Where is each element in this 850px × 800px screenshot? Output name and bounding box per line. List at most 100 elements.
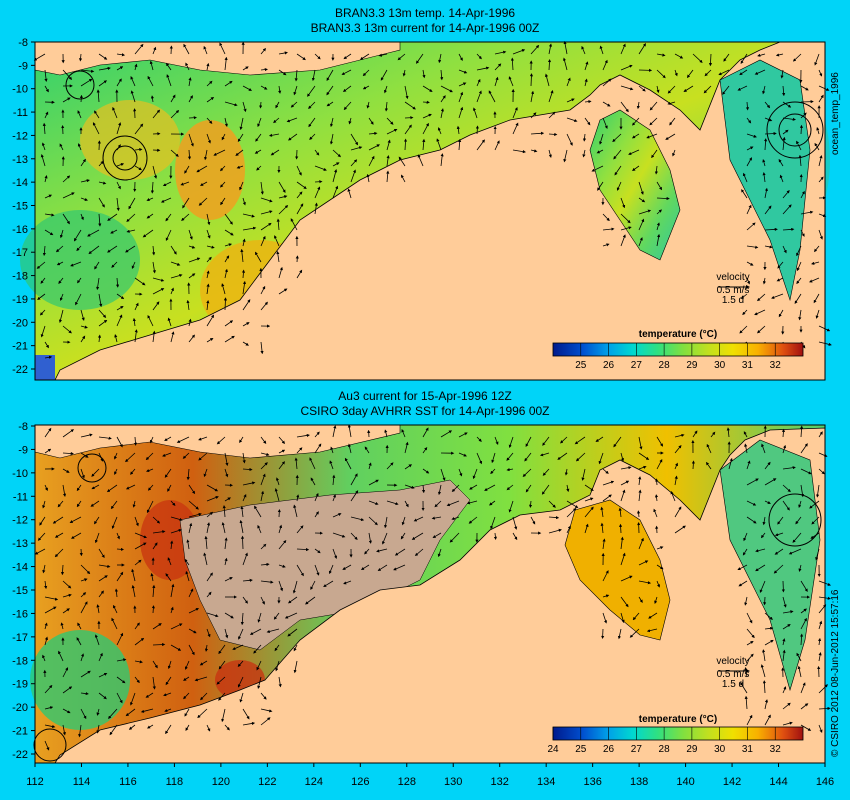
- current-arrow: [773, 564, 784, 574]
- current-arrow: [741, 189, 748, 199]
- top-north-islands: [34, 41, 401, 76]
- current-arrow: [278, 85, 282, 94]
- current-arrow: [62, 69, 73, 80]
- current-arrow: [134, 329, 138, 343]
- current-arrow: [667, 85, 676, 94]
- top-velocity-days: 1.5 d: [722, 295, 744, 306]
- current-arrow: [777, 516, 784, 525]
- current-arrow: [184, 558, 190, 566]
- current-arrow: [107, 213, 118, 221]
- current-arrow: [254, 149, 262, 154]
- current-arrow: [170, 245, 177, 255]
- current-arrow: [596, 149, 604, 154]
- current-arrow: [584, 117, 591, 126]
- current-arrow: [800, 85, 809, 91]
- current-arrow: [239, 117, 244, 131]
- current-arrow: [800, 468, 812, 475]
- current-arrow: [296, 525, 304, 534]
- bottom-eddy-circle-3: [768, 493, 822, 547]
- current-arrow: [600, 506, 604, 518]
- current-arrow: [284, 612, 298, 619]
- bottom-map-panel: velocity 0.5 m/s 1.5 d temperature (°C) …: [30, 424, 831, 764]
- current-arrow: [764, 639, 774, 646]
- current-arrow: [323, 580, 334, 588]
- current-arrow: [764, 612, 773, 620]
- current-arrow: [224, 724, 230, 731]
- current-arrow: [41, 142, 46, 151]
- current-arrow: [653, 508, 658, 518]
- current-arrow: [75, 293, 82, 306]
- current-arrow: [152, 277, 165, 282]
- current-arrow: [98, 66, 111, 71]
- current-arrow: [278, 51, 288, 55]
- current-arrow: [350, 159, 358, 167]
- current-arrow: [116, 532, 120, 540]
- current-arrow: [98, 80, 108, 87]
- current-arrow: [76, 500, 82, 508]
- current-arrow: [116, 692, 123, 704]
- current-arrow: [544, 73, 550, 87]
- current-arrow: [116, 293, 125, 300]
- current-arrow: [42, 564, 46, 574]
- current-arrow: [740, 53, 748, 64]
- current-arrow: [260, 301, 268, 311]
- current-arrow: [494, 436, 499, 445]
- bottom-cbar-tick-label: 29: [686, 744, 698, 755]
- top-cbar-tick-label: 32: [770, 360, 782, 371]
- current-arrow: [656, 85, 660, 94]
- top-side-label: ocean_temp_1996: [830, 72, 841, 155]
- current-arrow: [206, 511, 214, 518]
- current-arrow: [530, 131, 545, 135]
- current-arrow: [629, 628, 640, 638]
- current-arrow: [638, 476, 642, 486]
- bottom-velocity-scale: 0.5 m/s: [717, 669, 750, 680]
- current-arrow: [224, 268, 228, 279]
- current-arrow: [109, 724, 118, 736]
- current-arrow: [149, 436, 154, 444]
- current-arrow: [422, 468, 430, 474]
- current-arrow: [62, 192, 75, 199]
- current-arrow: [476, 139, 485, 151]
- current-arrow: [813, 245, 820, 253]
- current-arrow: [566, 500, 579, 509]
- current-arrow: [620, 489, 626, 502]
- current-arrow: [206, 256, 212, 263]
- current-arrow: [134, 542, 147, 550]
- current-arrow: [80, 197, 89, 201]
- current-arrow: [440, 95, 446, 103]
- current-arrow: [290, 101, 298, 108]
- current-arrow: [242, 552, 248, 566]
- current-arrow: [584, 506, 594, 518]
- x-tick-label: 132: [491, 776, 509, 788]
- current-arrow: [620, 43, 626, 55]
- current-arrow: [98, 590, 104, 598]
- current-arrow: [548, 89, 554, 103]
- current-arrow: [386, 117, 394, 125]
- current-arrow: [440, 85, 453, 93]
- current-arrow: [224, 468, 229, 478]
- current-arrow: [740, 293, 748, 299]
- current-arrow: [78, 724, 82, 738]
- current-arrow: [563, 149, 568, 163]
- current-arrow: [490, 468, 496, 475]
- current-arrow: [314, 165, 327, 171]
- current-arrow: [152, 542, 158, 550]
- top-velocity-scale: 0.5 m/s: [717, 285, 750, 296]
- current-arrow: [494, 63, 502, 71]
- bottom-y-tick-label: -10: [12, 468, 28, 480]
- current-arrow: [166, 74, 172, 87]
- current-arrow: [59, 229, 64, 239]
- top-y-tick-label: -9: [18, 60, 28, 72]
- current-arrow: [206, 96, 215, 103]
- current-arrow: [224, 335, 235, 343]
- current-arrow: [164, 708, 172, 712]
- current-arrow: [62, 580, 72, 589]
- current-arrow: [458, 106, 464, 119]
- current-arrow: [62, 484, 67, 497]
- current-arrow: [710, 431, 716, 438]
- current-arrow: [276, 250, 280, 263]
- current-arrow: [818, 154, 823, 167]
- current-arrow: [170, 274, 183, 279]
- current-arrow: [780, 69, 784, 79]
- current-arrow: [62, 175, 71, 183]
